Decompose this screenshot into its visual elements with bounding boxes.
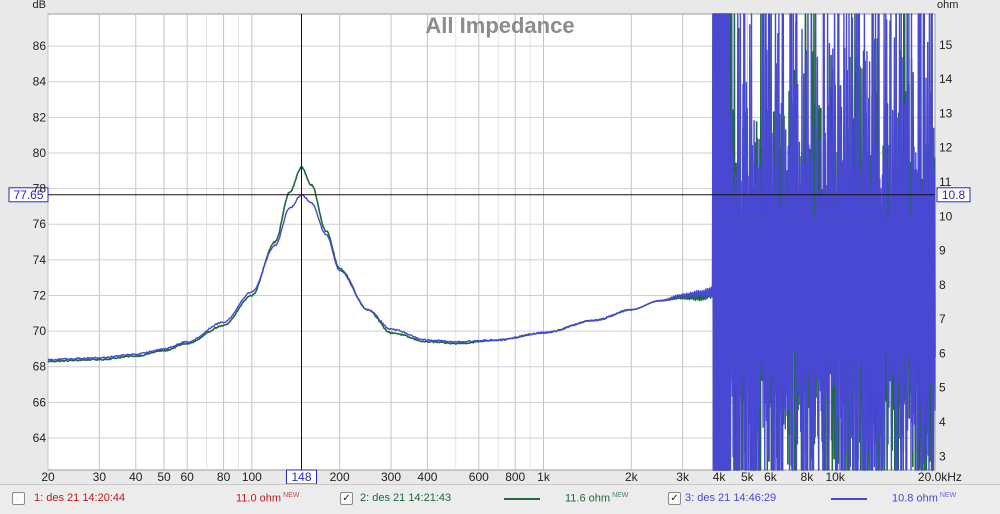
y-right-tick-label: 11 bbox=[939, 175, 952, 189]
legend-name-3: 3: des 21 14:46:29 bbox=[685, 492, 777, 504]
y-right-tick-label: 15 bbox=[939, 38, 953, 52]
series-line-3 bbox=[47, 13, 936, 471]
cursor-y-right-label: 10.8 bbox=[942, 188, 966, 202]
x-tick-label: 6k bbox=[764, 470, 778, 484]
x-tick-label: 2k bbox=[625, 470, 639, 484]
x-tick-label: 1k bbox=[537, 470, 551, 484]
x-tick-label: 50 bbox=[157, 470, 171, 484]
y-right-tick-label: 14 bbox=[939, 72, 953, 86]
x-tick-label: 100 bbox=[242, 470, 262, 484]
x-tick-label: 5k bbox=[741, 470, 755, 484]
x-tick-label: 4k bbox=[713, 470, 727, 484]
x-tick-label: 800 bbox=[505, 470, 525, 484]
y-right-tick-label: 3 bbox=[939, 449, 946, 463]
y-right-tick-label: 12 bbox=[939, 141, 953, 155]
tick-labels: 20 30 40 50 60 80 100 200 300 400 600 800 1k 2k 3k 4k 5k… bbox=[33, 38, 962, 484]
x-tick-label: 20.0kHz bbox=[918, 470, 962, 484]
legend-value-3: 10.8 ohm NEW bbox=[892, 492, 957, 505]
x-tick-label: 200 bbox=[330, 470, 350, 484]
series-layer bbox=[47, 13, 936, 471]
y-right-tick-label: 13 bbox=[939, 106, 953, 120]
y-right-tick-label: 4 bbox=[939, 415, 946, 429]
cursor-x-label-box bbox=[286, 469, 318, 484]
y-left-tick-label: 72 bbox=[33, 288, 47, 302]
y-left-unit: dB bbox=[33, 0, 46, 11]
x-tick-label: 300 bbox=[381, 470, 401, 484]
y-left-tick-label: 74 bbox=[33, 253, 47, 267]
x-tick-label: 3k bbox=[676, 470, 690, 484]
y-left-tick-label: 86 bbox=[33, 39, 47, 53]
x-tick-label: 60 bbox=[180, 470, 194, 484]
legend-bar: 1: des 21 14:20:44 11.0 ohm NEW ✓ 2: des … bbox=[0, 484, 1000, 514]
cursor-y-left-label-box bbox=[8, 187, 49, 203]
y-right-unit: ohm bbox=[937, 0, 958, 11]
legend-checkbox-1[interactable] bbox=[12, 492, 25, 505]
legend-name-1: 1: des 21 14:20:44 bbox=[34, 492, 126, 504]
y-right-tick-label: 6 bbox=[939, 346, 946, 360]
y-left-tick-label: 64 bbox=[33, 431, 47, 445]
y-left-tick-label: 82 bbox=[33, 110, 47, 124]
y-right-tick-label: 9 bbox=[939, 244, 946, 258]
x-tick-label: 40 bbox=[129, 470, 143, 484]
legend-checkbox-3[interactable]: ✓ bbox=[668, 492, 681, 505]
legend-swatch-3 bbox=[831, 498, 867, 500]
legend-value-1: 11.0 ohm NEW bbox=[236, 492, 300, 505]
legend-value-2: 11.6 ohm NEW bbox=[565, 492, 629, 505]
y-left-tick-label: 66 bbox=[33, 395, 47, 409]
y-left-tick-label: 78 bbox=[33, 182, 47, 196]
x-tick-label: 10k bbox=[825, 470, 845, 484]
cursor-y-left-label: 77.65 bbox=[13, 188, 43, 202]
y-left-tick-label: 68 bbox=[33, 360, 47, 374]
x-tick-label: 20 bbox=[41, 470, 55, 484]
x-tick-label: 30 bbox=[93, 470, 107, 484]
y-left-tick-label: 76 bbox=[33, 217, 47, 231]
x-tick-label: 8k bbox=[801, 470, 815, 484]
x-tick-label: 80 bbox=[217, 470, 231, 484]
cursor-y-right-label-box bbox=[936, 187, 971, 203]
cursor-x-label: 148 bbox=[291, 470, 311, 484]
y-left-tick-label: 70 bbox=[33, 324, 47, 338]
legend-checkbox-2[interactable]: ✓ bbox=[340, 492, 353, 505]
legend-name-2: 2: des 21 14:21:43 bbox=[360, 492, 452, 504]
chart-title: All Impedance bbox=[425, 13, 574, 38]
x-tick-label: 400 bbox=[417, 470, 437, 484]
y-left-tick-label: 84 bbox=[33, 75, 47, 89]
legend-swatch-2 bbox=[504, 498, 540, 500]
x-tick-label: 600 bbox=[469, 470, 489, 484]
y-right-tick-label: 7 bbox=[939, 312, 946, 326]
y-left-tick-label: 80 bbox=[33, 146, 47, 160]
y-right-tick-label: 10 bbox=[939, 209, 953, 223]
y-right-tick-label: 5 bbox=[939, 381, 946, 395]
y-right-tick-label: 8 bbox=[939, 278, 946, 292]
